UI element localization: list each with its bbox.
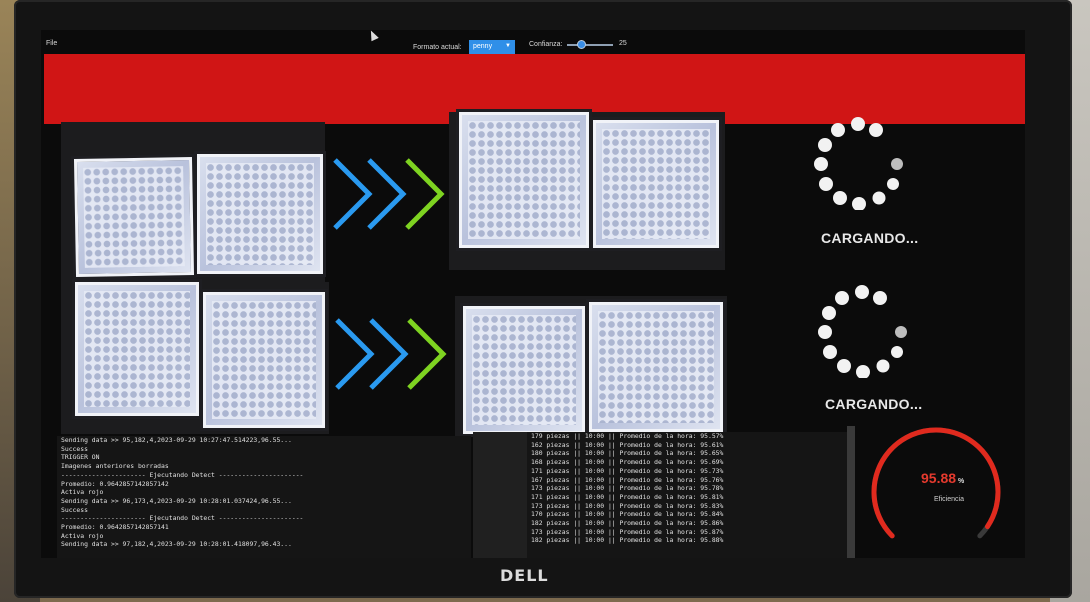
log-line: Sending data >> 97,182,4,2023-09-29 10:2… (61, 540, 292, 549)
detect-log-panel[interactable]: Sending data >> 95,182,4,2023-09-29 10:2… (57, 436, 471, 558)
efficiency-unit: % (958, 478, 965, 485)
monitor-brand-logo: DELL (500, 566, 549, 585)
log-line: Imagenes anteriores borradas (61, 462, 169, 471)
log-line: Activa rojo (61, 488, 104, 497)
processed-image-1b (593, 120, 719, 248)
log-line: TRIGGER ON (61, 453, 100, 462)
status-banner (44, 42, 1025, 124)
log-line: Promedio: 0.9642857142857141 (61, 523, 169, 532)
menu-bar: File Formato actual: penny ▼ Confianza: … (41, 30, 1025, 54)
log-line: Promedio: 0.9642857142857142 (61, 479, 169, 488)
log-line: 182 piezas || 10:00 || Promedio de la ho… (531, 536, 724, 545)
log-line: 171 piezas || 10:00 || Promedio de la ho… (531, 466, 724, 475)
camera-image-1b (197, 154, 323, 274)
format-label: Formato actual: (413, 44, 462, 51)
chevron-down-icon: ▼ (505, 43, 511, 49)
log-line: 171 piezas || 10:00 || Promedio de la ho… (531, 492, 724, 501)
log-line: 170 piezas || 10:00 || Promedio de la ho… (531, 510, 724, 519)
log-line: ---------------------- Ejecutando Detect… (61, 514, 304, 523)
log-line: Success (61, 505, 88, 514)
efficiency-label: Eficiencia (934, 496, 964, 503)
confidence-value: 25 (619, 40, 627, 47)
chevron-arrows-icon (333, 158, 445, 230)
log-line: Success (61, 444, 88, 453)
loading-label-1: CARGANDO... (821, 230, 919, 246)
confidence-slider-handle[interactable] (577, 40, 586, 49)
loading-spinner-icon (814, 117, 903, 210)
menu-file[interactable]: File (46, 40, 58, 47)
processed-image-2a (463, 306, 585, 434)
hourly-average-log-panel[interactable]: 179 piezas || 10:00 || Promedio de la ho… (527, 432, 847, 558)
log-line: 180 piezas || 10:00 || Promedio de la ho… (531, 449, 724, 458)
log-line: Activa rojo (61, 531, 104, 540)
log-line: 162 piezas || 10:00 || Promedio de la ho… (531, 440, 724, 449)
log-line: 173 piezas || 10:00 || Promedio de la ho… (531, 484, 724, 493)
confidence-slider-track[interactable] (567, 44, 613, 46)
processed-image-1a (459, 112, 589, 248)
log-line: 168 piezas || 10:00 || Promedio de la ho… (531, 458, 724, 467)
log-line: Sending data >> 95,182,4,2023-09-29 10:2… (61, 436, 292, 444)
app-window: File Formato actual: penny ▼ Confianza: … (41, 30, 1025, 558)
confidence-label: Confianza: (529, 41, 563, 48)
log-line: 182 piezas || 10:00 || Promedio de la ho… (531, 519, 724, 528)
camera-image-2b (203, 292, 325, 428)
loading-spinner-icon (818, 285, 907, 378)
log-line: Sending data >> 96,173,4,2023-09-29 10:2… (61, 496, 292, 505)
camera-image-1a (73, 156, 195, 278)
log-line: 167 piezas || 10:00 || Promedio de la ho… (531, 475, 724, 484)
format-dropdown[interactable]: penny ▼ (469, 40, 515, 54)
camera-image-2a (75, 282, 199, 416)
log-line: 173 piezas || 10:00 || Promedio de la ho… (531, 527, 724, 536)
format-dropdown-value: penny (473, 43, 493, 50)
log-line: ---------------------- Ejecutando Detect… (61, 470, 304, 479)
efficiency-gauge (871, 427, 1001, 539)
log-line: 173 piezas || 10:00 || Promedio de la ho… (531, 501, 724, 510)
chevron-arrows-icon (335, 318, 447, 390)
log-line: 179 piezas || 10:00 || Promedio de la ho… (531, 432, 724, 440)
loading-label-2: CARGANDO... (825, 396, 923, 412)
processed-image-2b (589, 302, 723, 432)
efficiency-value: 95.88% (921, 470, 965, 486)
log-scrollbar[interactable] (847, 426, 855, 558)
